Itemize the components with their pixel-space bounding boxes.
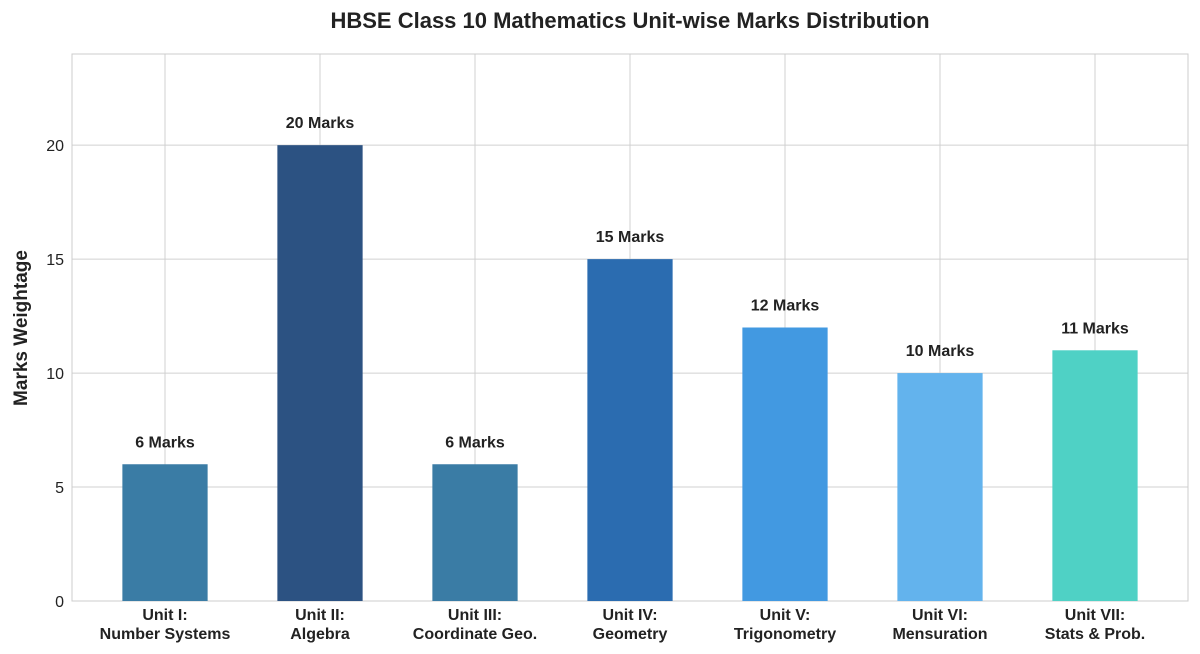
- x-tick-label: Unit VII: Stats & Prob.: [1045, 607, 1145, 643]
- bar: [122, 464, 208, 601]
- y-tick-label: 0: [55, 594, 64, 611]
- value-label: 15 Marks: [596, 229, 665, 246]
- bar: [1052, 350, 1138, 601]
- value-label: 6 Marks: [135, 434, 195, 451]
- value-label: 12 Marks: [751, 298, 820, 315]
- y-tick-label: 20: [46, 138, 64, 155]
- value-label: 6 Marks: [445, 434, 505, 451]
- x-tick-label: Unit IV: Geometry: [593, 607, 668, 643]
- y-tick-label: 15: [46, 252, 64, 269]
- y-tick-label: 5: [55, 480, 64, 497]
- bar: [432, 464, 518, 601]
- x-tick-label: Unit VI: Mensuration: [892, 607, 987, 643]
- bar: [587, 259, 673, 601]
- chart-title: HBSE Class 10 Mathematics Unit-wise Mark…: [330, 8, 929, 33]
- y-axis-label: Marks Weightage: [11, 250, 32, 406]
- bar: [277, 145, 363, 601]
- bar: [742, 327, 828, 601]
- value-label: 11 Marks: [1061, 320, 1129, 337]
- x-tick-label: Unit III: Coordinate Geo.: [413, 607, 537, 643]
- value-label: 20 Marks: [286, 115, 355, 132]
- bar: [897, 373, 983, 601]
- x-tick-label: Unit I: Number Systems: [100, 607, 231, 643]
- x-tick-label: Unit V: Trigonometry: [734, 607, 836, 643]
- value-label: 10 Marks: [906, 343, 975, 360]
- y-tick-label: 10: [46, 366, 64, 383]
- x-tick-label: Unit II: Algebra: [290, 607, 350, 643]
